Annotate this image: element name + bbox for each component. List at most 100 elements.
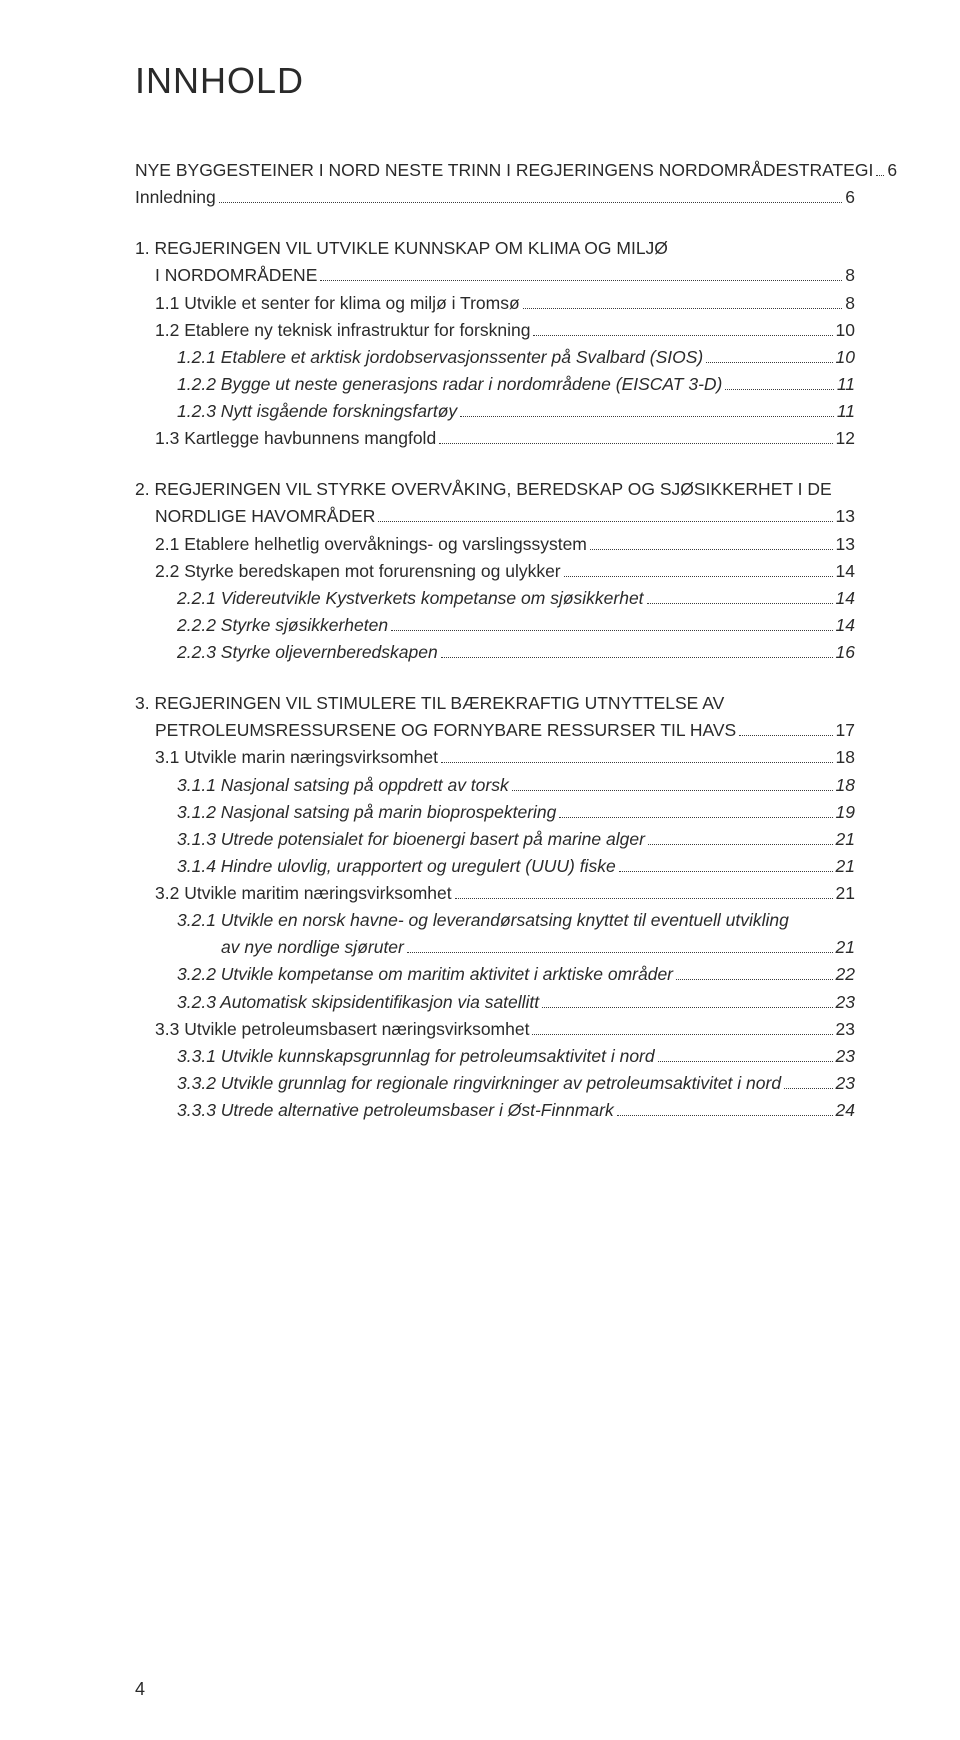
toc-label: 3.1.1 Nasjonal satsing på oppdrett av to… [177, 772, 509, 799]
leader-dots [391, 630, 832, 631]
toc-heading: 1. REGJERINGEN VIL UTVIKLE KUNNSKAP OM K… [135, 235, 855, 262]
toc-label: 2.1 Etablere helhetlig overvåknings- og … [155, 531, 587, 558]
toc-page: 16 [836, 639, 855, 666]
toc-entry: I NORDOMRÅDENE 8 [135, 262, 855, 289]
toc-heading: 2. REGJERINGEN VIL STYRKE OVERVÅKING, BE… [135, 476, 855, 503]
toc-page: 10 [836, 344, 855, 371]
toc-page: 21 [836, 853, 855, 880]
toc-page: 21 [836, 934, 855, 961]
toc-page: 11 [837, 371, 855, 398]
toc-label: 3.2.2 Utvikle kompetanse om maritim akti… [177, 961, 673, 988]
leader-dots [320, 280, 842, 281]
toc-page: 22 [836, 961, 855, 988]
toc-label: 3.2 Utvikle maritim næringsvirksomhet [155, 880, 452, 907]
leader-dots [512, 790, 833, 791]
toc-label: 3.3.2 Utvikle grunnlag for regionale rin… [177, 1070, 781, 1097]
leader-dots [725, 389, 833, 390]
leader-dots [219, 202, 842, 203]
toc-entry: 3.3.1 Utvikle kunnskapsgrunnlag for petr… [135, 1043, 855, 1070]
leader-dots [617, 1115, 833, 1116]
toc-entry: 3.2 Utvikle maritim næringsvirksomhet 21 [135, 880, 855, 907]
toc-label: I NORDOMRÅDENE [155, 262, 317, 289]
toc-page: 10 [836, 317, 855, 344]
toc-page: 24 [836, 1097, 855, 1124]
toc-label: 3.2.3 Automatisk skipsidentifikasjon via… [177, 989, 539, 1016]
leader-dots [542, 1007, 832, 1008]
leader-dots [648, 844, 833, 845]
table-of-contents: NYE BYGGESTEINER I NORD NESTE TRINN I RE… [135, 157, 855, 1124]
toc-page: 14 [836, 558, 855, 585]
toc-entry: 2.2 Styrke beredskapen mot forurensning … [135, 558, 855, 585]
toc-entry: 3.3 Utvikle petroleumsbasert næringsvirk… [135, 1016, 855, 1043]
toc-entry: 1.2.1 Etablere et arktisk jordobservasjo… [135, 344, 855, 371]
leader-dots [564, 576, 833, 577]
toc-entry: 3.2.2 Utvikle kompetanse om maritim akti… [135, 961, 855, 988]
leader-dots [676, 979, 833, 980]
leader-dots [532, 1034, 832, 1035]
toc-entry: 1.2.3 Nytt isgående forskningsfartøy11 [135, 398, 855, 425]
section-gap [135, 452, 855, 476]
toc-label: 1.2.1 Etablere et arktisk jordobservasjo… [177, 344, 703, 371]
toc-label: 3.1 Utvikle marin næringsvirksomhet [155, 744, 438, 771]
toc-label: 3.1.2 Nasjonal satsing på marin bioprosp… [177, 799, 556, 826]
toc-label: 3.3 Utvikle petroleumsbasert næringsvirk… [155, 1016, 529, 1043]
leader-dots [647, 603, 833, 604]
toc-label: 2.2.1 Videreutvikle Kystverkets kompetan… [177, 585, 644, 612]
toc-heading: 3. REGJERINGEN VIL STIMULERE TIL BÆREKRA… [135, 690, 855, 717]
toc-label: 1.2 Etablere ny teknisk infrastruktur fo… [155, 317, 530, 344]
toc-page: 14 [836, 585, 855, 612]
toc-page: 18 [836, 772, 855, 799]
page-title: INNHOLD [135, 60, 855, 102]
toc-entry: 1.2 Etablere ny teknisk infrastruktur fo… [135, 317, 855, 344]
toc-label: NYE BYGGESTEINER I NORD NESTE TRINN I RE… [135, 157, 873, 184]
toc-entry: NORDLIGE HAVOMRÅDER13 [135, 503, 855, 530]
toc-label: 3.1.3 Utrede potensialet for bioenergi b… [177, 826, 645, 853]
toc-label: NORDLIGE HAVOMRÅDER [155, 503, 375, 530]
toc-entry: NYE BYGGESTEINER I NORD NESTE TRINN I RE… [135, 157, 855, 184]
leader-dots [460, 416, 834, 417]
toc-page: 8 [845, 290, 855, 317]
leader-dots [407, 952, 833, 953]
toc-page: 12 [836, 425, 855, 452]
toc-entry: Innledning 6 [135, 184, 855, 211]
toc-entry: 3.3.2 Utvikle grunnlag for regionale rin… [135, 1070, 855, 1097]
section-gap [135, 666, 855, 690]
toc-entry: 2.2.1 Videreutvikle Kystverkets kompetan… [135, 585, 855, 612]
toc-label: 3.3.1 Utvikle kunnskapsgrunnlag for petr… [177, 1043, 655, 1070]
toc-entry: av nye nordlige sjøruter21 [135, 934, 855, 961]
leader-dots [455, 898, 833, 899]
toc-label: Innledning [135, 184, 216, 211]
toc-page: 8 [845, 262, 855, 289]
toc-page: 23 [836, 1070, 855, 1097]
toc-page: 18 [836, 744, 855, 771]
toc-entry: 3.1.3 Utrede potensialet for bioenergi b… [135, 826, 855, 853]
toc-entry: 3.1 Utvikle marin næringsvirksomhet 18 [135, 744, 855, 771]
section-gap [135, 211, 855, 235]
toc-page: 6 [845, 184, 855, 211]
toc-page: 23 [836, 1043, 855, 1070]
toc-label: 2.2.2 Styrke sjøsikkerheten [177, 612, 388, 639]
leader-dots [739, 735, 832, 736]
leader-dots [441, 657, 833, 658]
toc-label: 1.2.2 Bygge ut neste generasjons radar i… [177, 371, 722, 398]
leader-dots [658, 1061, 833, 1062]
toc-entry: 3.1.2 Nasjonal satsing på marin bioprosp… [135, 799, 855, 826]
toc-page: 21 [836, 880, 855, 907]
toc-heading: 3.2.1 Utvikle en norsk havne- og leveran… [135, 907, 855, 934]
toc-entry: 2.2.3 Styrke oljevernberedskapen16 [135, 639, 855, 666]
leader-dots [784, 1088, 832, 1089]
leader-dots [619, 871, 833, 872]
toc-entry: PETROLEUMSRESSURSENE OG FORNYBARE RESSUR… [135, 717, 855, 744]
toc-label: 2.2 Styrke beredskapen mot forurensning … [155, 558, 561, 585]
toc-label: 1.3 Kartlegge havbunnens mangfold [155, 425, 436, 452]
toc-entry: 1.1 Utvikle et senter for klima og miljø… [135, 290, 855, 317]
toc-page: 11 [837, 398, 855, 425]
toc-entry: 3.3.3 Utrede alternative petroleumsbaser… [135, 1097, 855, 1124]
leader-dots [706, 362, 832, 363]
toc-entry: 3.1.1 Nasjonal satsing på oppdrett av to… [135, 772, 855, 799]
toc-label: 1.1 Utvikle et senter for klima og miljø… [155, 290, 520, 317]
leader-dots [590, 549, 833, 550]
toc-entry: 2.1 Etablere helhetlig overvåknings- og … [135, 531, 855, 558]
toc-label: 3.1.4 Hindre ulovlig, urapportert og ure… [177, 853, 616, 880]
toc-entry: 3.1.4 Hindre ulovlig, urapportert og ure… [135, 853, 855, 880]
